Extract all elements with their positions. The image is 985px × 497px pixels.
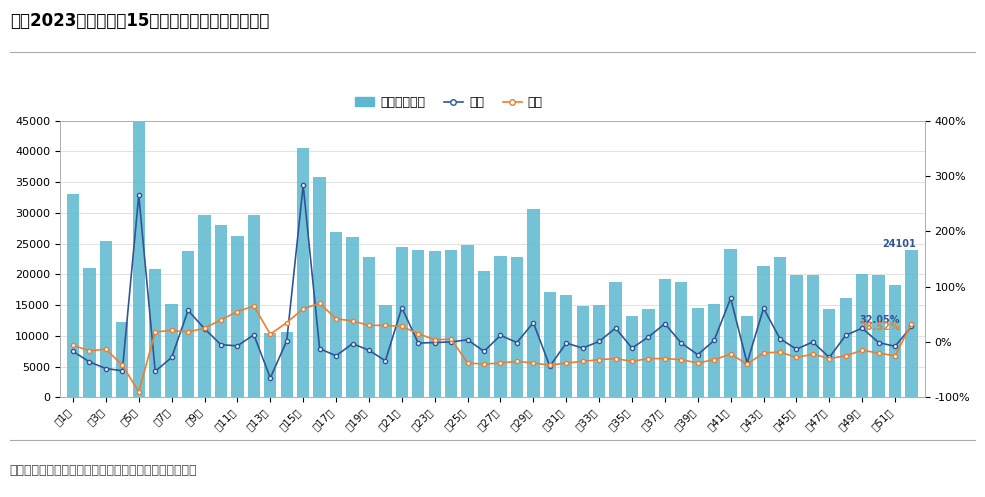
Bar bbox=[445, 250, 457, 397]
Bar bbox=[856, 274, 869, 397]
Text: 28.52%: 28.52% bbox=[859, 323, 899, 332]
Bar bbox=[198, 215, 211, 397]
Bar bbox=[281, 332, 293, 397]
Bar bbox=[116, 322, 128, 397]
Text: 图：2023年监测重点15城新建商品住宅成交量情况: 图：2023年监测重点15城新建商品住宅成交量情况 bbox=[10, 12, 269, 30]
Bar bbox=[149, 269, 162, 397]
Bar bbox=[99, 241, 112, 397]
Bar bbox=[642, 309, 655, 397]
Text: 32.05%: 32.05% bbox=[859, 315, 899, 325]
Bar bbox=[84, 268, 96, 397]
Bar bbox=[461, 245, 474, 397]
Bar bbox=[560, 295, 572, 397]
Bar bbox=[494, 256, 506, 397]
Bar bbox=[725, 249, 737, 397]
Bar bbox=[807, 275, 819, 397]
Bar bbox=[610, 282, 622, 397]
Bar bbox=[478, 271, 491, 397]
Bar bbox=[873, 275, 885, 397]
Bar bbox=[231, 236, 243, 397]
Legend: 成交量（套）, 环比, 同比: 成交量（套）, 环比, 同比 bbox=[351, 91, 548, 114]
Bar bbox=[412, 249, 425, 397]
Bar bbox=[823, 309, 835, 397]
Bar bbox=[215, 225, 228, 397]
Bar bbox=[708, 305, 720, 397]
Bar bbox=[675, 282, 688, 397]
Bar bbox=[247, 215, 260, 397]
Bar bbox=[67, 194, 79, 397]
Bar bbox=[133, 122, 145, 397]
Bar bbox=[347, 237, 359, 397]
Bar bbox=[264, 333, 277, 397]
Bar bbox=[544, 292, 556, 397]
Bar bbox=[888, 285, 901, 397]
Bar bbox=[839, 298, 852, 397]
Bar bbox=[511, 257, 523, 397]
Bar bbox=[691, 308, 704, 397]
Bar bbox=[741, 316, 754, 397]
Bar bbox=[428, 251, 441, 397]
Bar bbox=[659, 279, 671, 397]
Text: 数据来源：各地住建委、房管局，诸葛数据研究中心整理: 数据来源：各地住建委、房管局，诸葛数据研究中心整理 bbox=[10, 464, 197, 477]
Bar bbox=[297, 148, 309, 397]
Bar bbox=[165, 305, 178, 397]
Bar bbox=[527, 209, 540, 397]
Bar bbox=[576, 306, 589, 397]
Bar bbox=[313, 177, 326, 397]
Bar bbox=[774, 257, 786, 397]
Bar bbox=[330, 232, 342, 397]
Bar bbox=[362, 257, 375, 397]
Text: 24101: 24101 bbox=[882, 239, 916, 248]
Bar bbox=[625, 316, 638, 397]
Bar bbox=[396, 248, 408, 397]
Bar bbox=[790, 275, 803, 397]
Bar bbox=[379, 305, 392, 397]
Bar bbox=[905, 249, 918, 397]
Bar bbox=[593, 305, 606, 397]
Bar bbox=[757, 266, 769, 397]
Bar bbox=[182, 251, 194, 397]
